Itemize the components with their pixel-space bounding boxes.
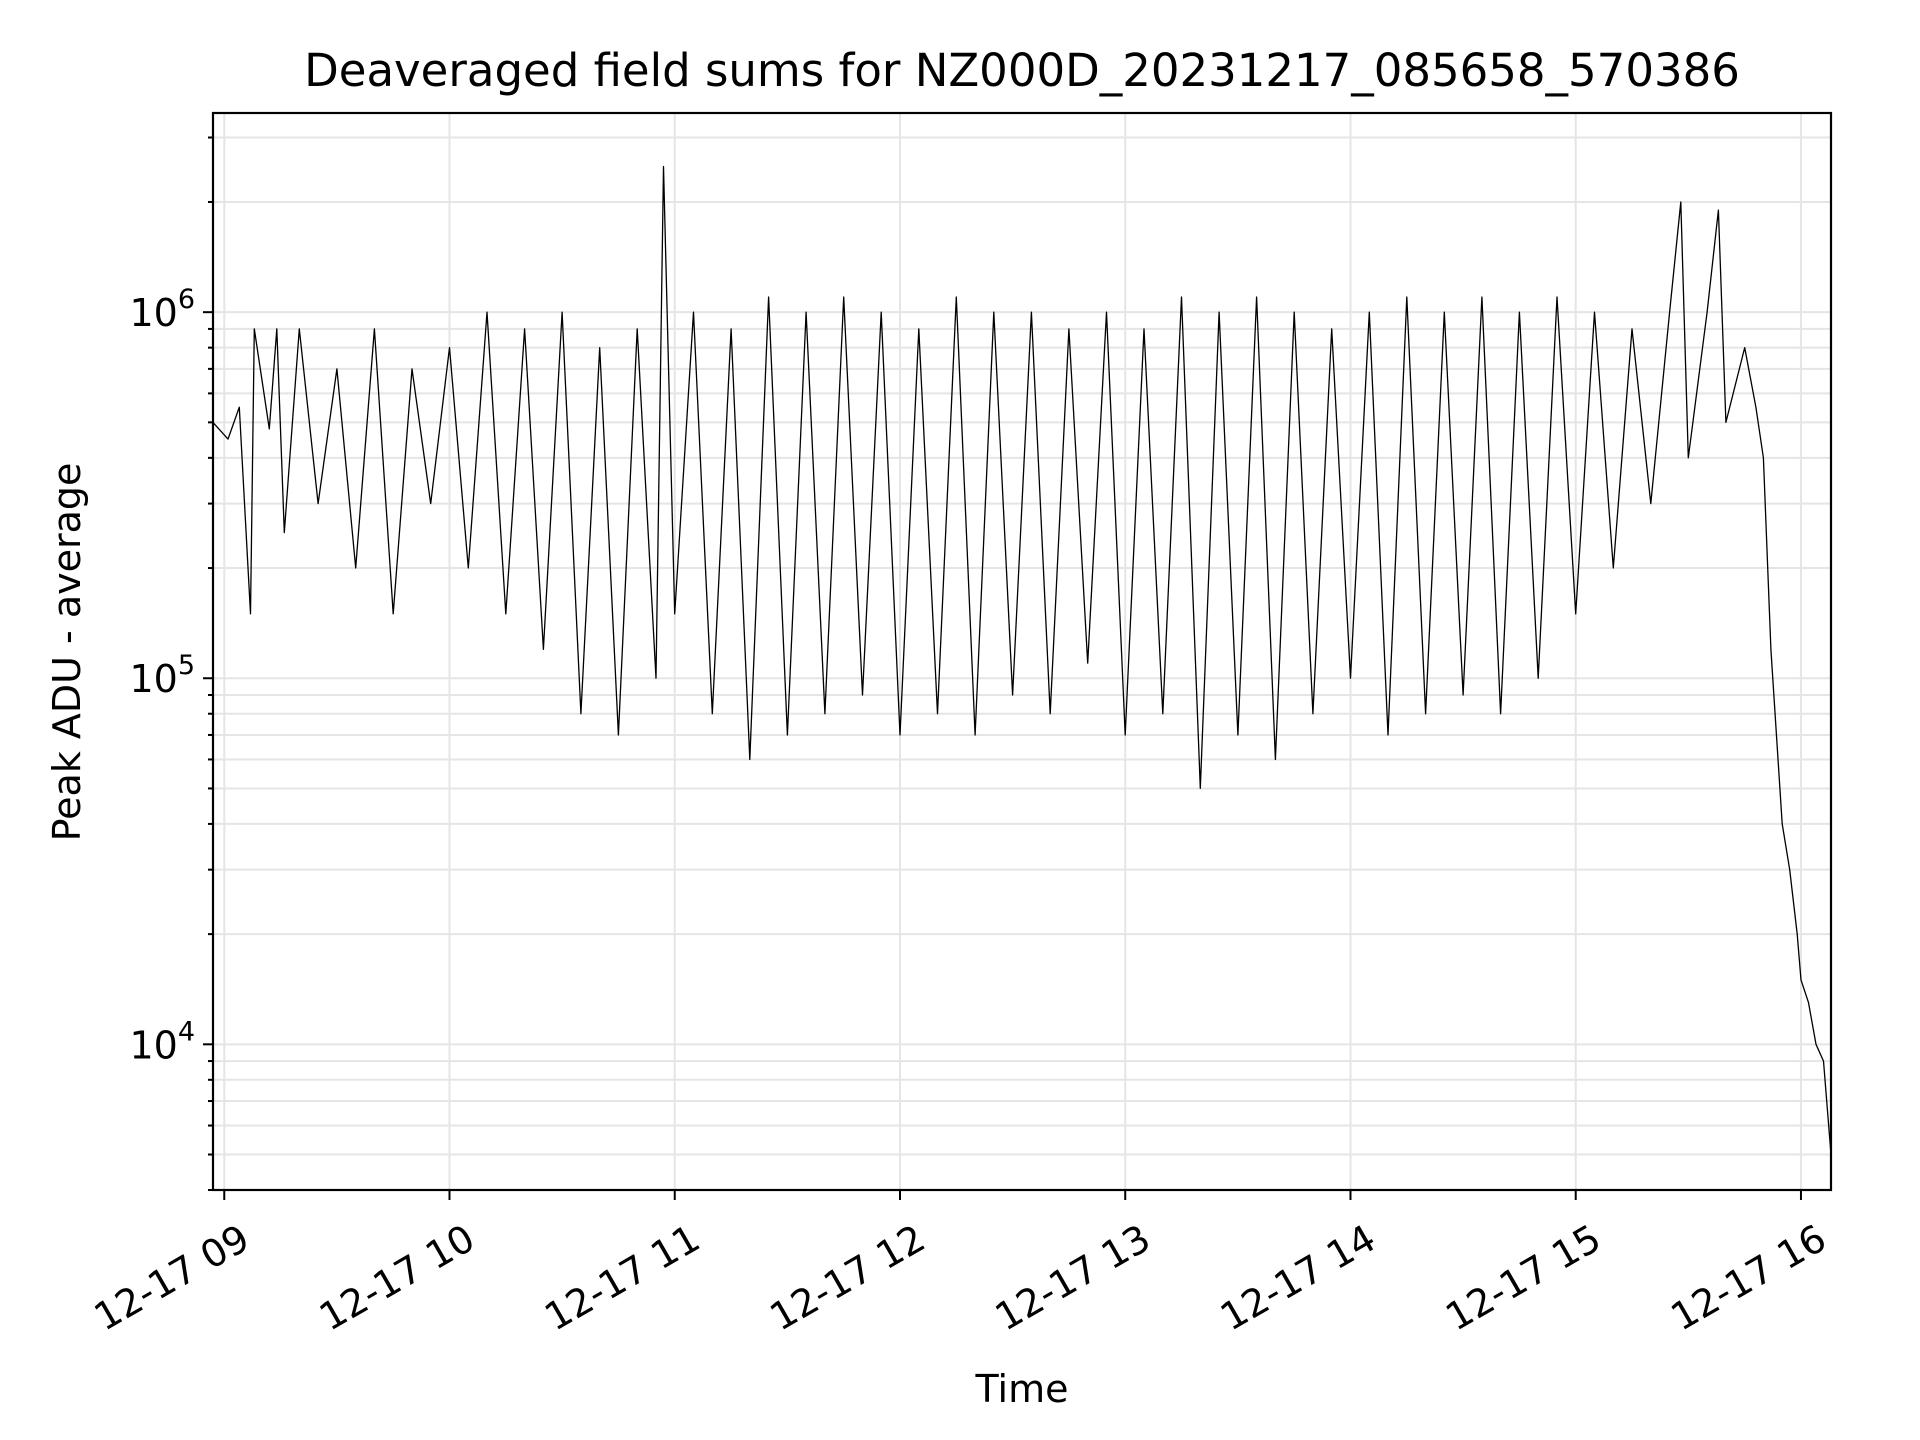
x-axis-label: Time xyxy=(975,1367,1069,1411)
x-tick-label: 12-17 11 xyxy=(537,1216,707,1340)
y-tick-label-base: 10 xyxy=(129,1023,177,1067)
x-tick-label: 12-17 12 xyxy=(763,1216,933,1340)
y-gridlines xyxy=(213,136,1831,1191)
x-gridlines xyxy=(223,113,1802,1190)
x-tick-label: 12-17 14 xyxy=(1213,1216,1383,1340)
x-tick-label: 12-17 10 xyxy=(312,1216,482,1340)
series-line xyxy=(212,165,1832,1155)
y-tick-label: 105 xyxy=(129,650,195,701)
y-tick-label-base: 10 xyxy=(129,291,177,335)
y-tick-label-exponent: 4 xyxy=(178,1016,195,1047)
chart-title: Deaveraged field sums for NZ000D_2023121… xyxy=(304,44,1740,97)
x-tick-labels: 12-17 09 12-17 10 12-17 11 12-17 12 12-17 13… xyxy=(87,1216,1834,1340)
plot-frame xyxy=(211,111,1833,1192)
y-tick-label-exponent: 6 xyxy=(178,284,195,315)
x-axis-ticks xyxy=(223,1190,1802,1200)
y-tick-label: 106 xyxy=(129,284,195,335)
x-tick-label: 12-17 15 xyxy=(1438,1216,1608,1340)
y-tick-label: 104 xyxy=(129,1016,195,1067)
y-axis-label: Peak ADU - average xyxy=(45,463,89,842)
y-axis-ticks xyxy=(203,136,213,1191)
x-tick-label: 12-17 16 xyxy=(1663,1216,1833,1340)
x-tick-label: 12-17 13 xyxy=(988,1216,1158,1340)
y-tick-label-exponent: 5 xyxy=(178,650,195,681)
x-tick-label: 12-17 09 xyxy=(87,1216,257,1340)
y-tick-label-base: 10 xyxy=(129,657,177,701)
